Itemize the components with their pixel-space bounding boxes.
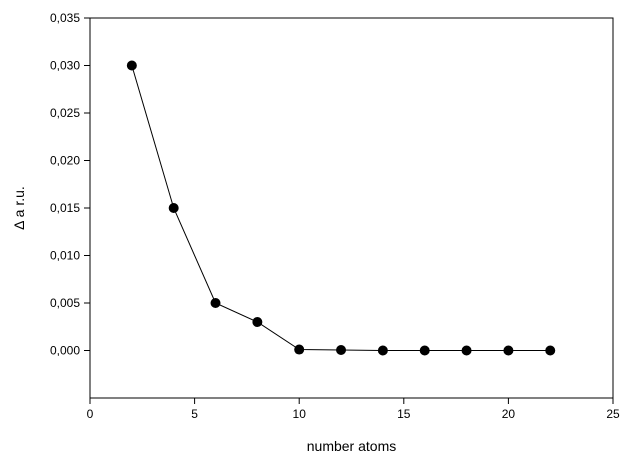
data-point	[336, 345, 347, 356]
x-tick-label: 10	[293, 407, 307, 421]
data-point	[168, 203, 179, 213]
y-tick-label: 0,015	[50, 201, 80, 215]
data-point	[294, 344, 305, 355]
y-tick-label: 0,030	[50, 59, 80, 73]
x-tick-label: 0	[87, 407, 94, 421]
data-point	[252, 317, 263, 327]
data-point	[503, 345, 514, 356]
x-axis-title: number atoms	[307, 438, 396, 454]
y-tick-label: 0,025	[50, 106, 80, 120]
data-point	[545, 345, 556, 356]
x-tick-label: 5	[191, 407, 198, 421]
y-axis-ticks: 0,000 0,005 0,010 0,015 0,020 0,025 0,030 0,035	[50, 11, 90, 358]
y-tick-label: 0,010	[50, 249, 80, 263]
y-axis-title: Δ a r.u.	[11, 186, 27, 230]
y-tick-label: 0,000	[50, 344, 80, 358]
data-point	[377, 345, 388, 356]
x-axis-ticks: 0 5 10 15 20 25	[87, 398, 620, 421]
y-tick-label: 0,035	[50, 11, 80, 25]
x-tick-label: 15	[397, 407, 411, 421]
x-tick-label: 20	[502, 407, 516, 421]
data-points	[126, 60, 556, 356]
y-tick-label: 0,005	[50, 296, 80, 310]
data-point	[419, 345, 430, 356]
data-point	[126, 60, 137, 71]
data-point	[210, 298, 221, 308]
x-tick-label: 25	[606, 407, 620, 421]
y-tick-label: 0,020	[50, 154, 80, 168]
data-point	[461, 345, 472, 356]
